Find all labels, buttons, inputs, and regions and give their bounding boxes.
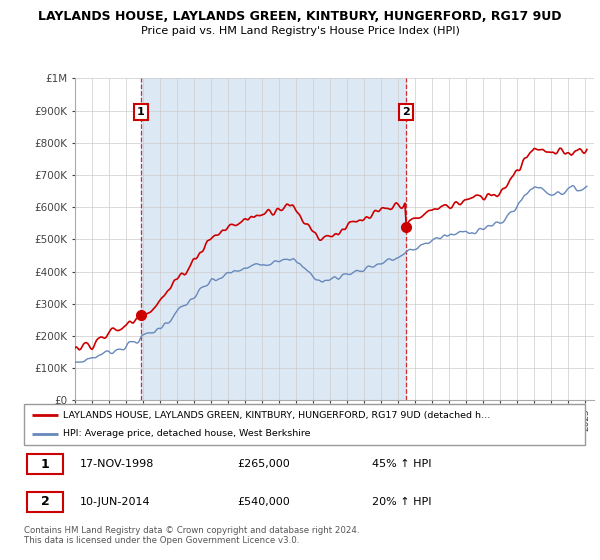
Text: £265,000: £265,000 [237, 459, 290, 469]
FancyBboxPatch shape [27, 454, 63, 474]
FancyBboxPatch shape [24, 404, 585, 445]
Text: 20% ↑ HPI: 20% ↑ HPI [372, 497, 431, 507]
Text: Contains HM Land Registry data © Crown copyright and database right 2024.
This d: Contains HM Land Registry data © Crown c… [24, 526, 359, 545]
Text: 2: 2 [402, 107, 410, 117]
Text: £540,000: £540,000 [237, 497, 290, 507]
Text: 17-NOV-1998: 17-NOV-1998 [80, 459, 154, 469]
Text: Price paid vs. HM Land Registry's House Price Index (HPI): Price paid vs. HM Land Registry's House … [140, 26, 460, 36]
Text: 2: 2 [41, 496, 49, 508]
Text: 1: 1 [137, 107, 145, 117]
Bar [141, 78, 406, 400]
FancyBboxPatch shape [27, 492, 63, 512]
Text: 10-JUN-2014: 10-JUN-2014 [80, 497, 151, 507]
Text: HPI: Average price, detached house, West Berkshire: HPI: Average price, detached house, West… [63, 430, 311, 438]
Text: 45% ↑ HPI: 45% ↑ HPI [372, 459, 431, 469]
Text: 1: 1 [41, 458, 49, 470]
Text: LAYLANDS HOUSE, LAYLANDS GREEN, KINTBURY, HUNGERFORD, RG17 9UD: LAYLANDS HOUSE, LAYLANDS GREEN, KINTBURY… [38, 10, 562, 23]
Text: LAYLANDS HOUSE, LAYLANDS GREEN, KINTBURY, HUNGERFORD, RG17 9UD (detached h…: LAYLANDS HOUSE, LAYLANDS GREEN, KINTBURY… [63, 410, 491, 419]
